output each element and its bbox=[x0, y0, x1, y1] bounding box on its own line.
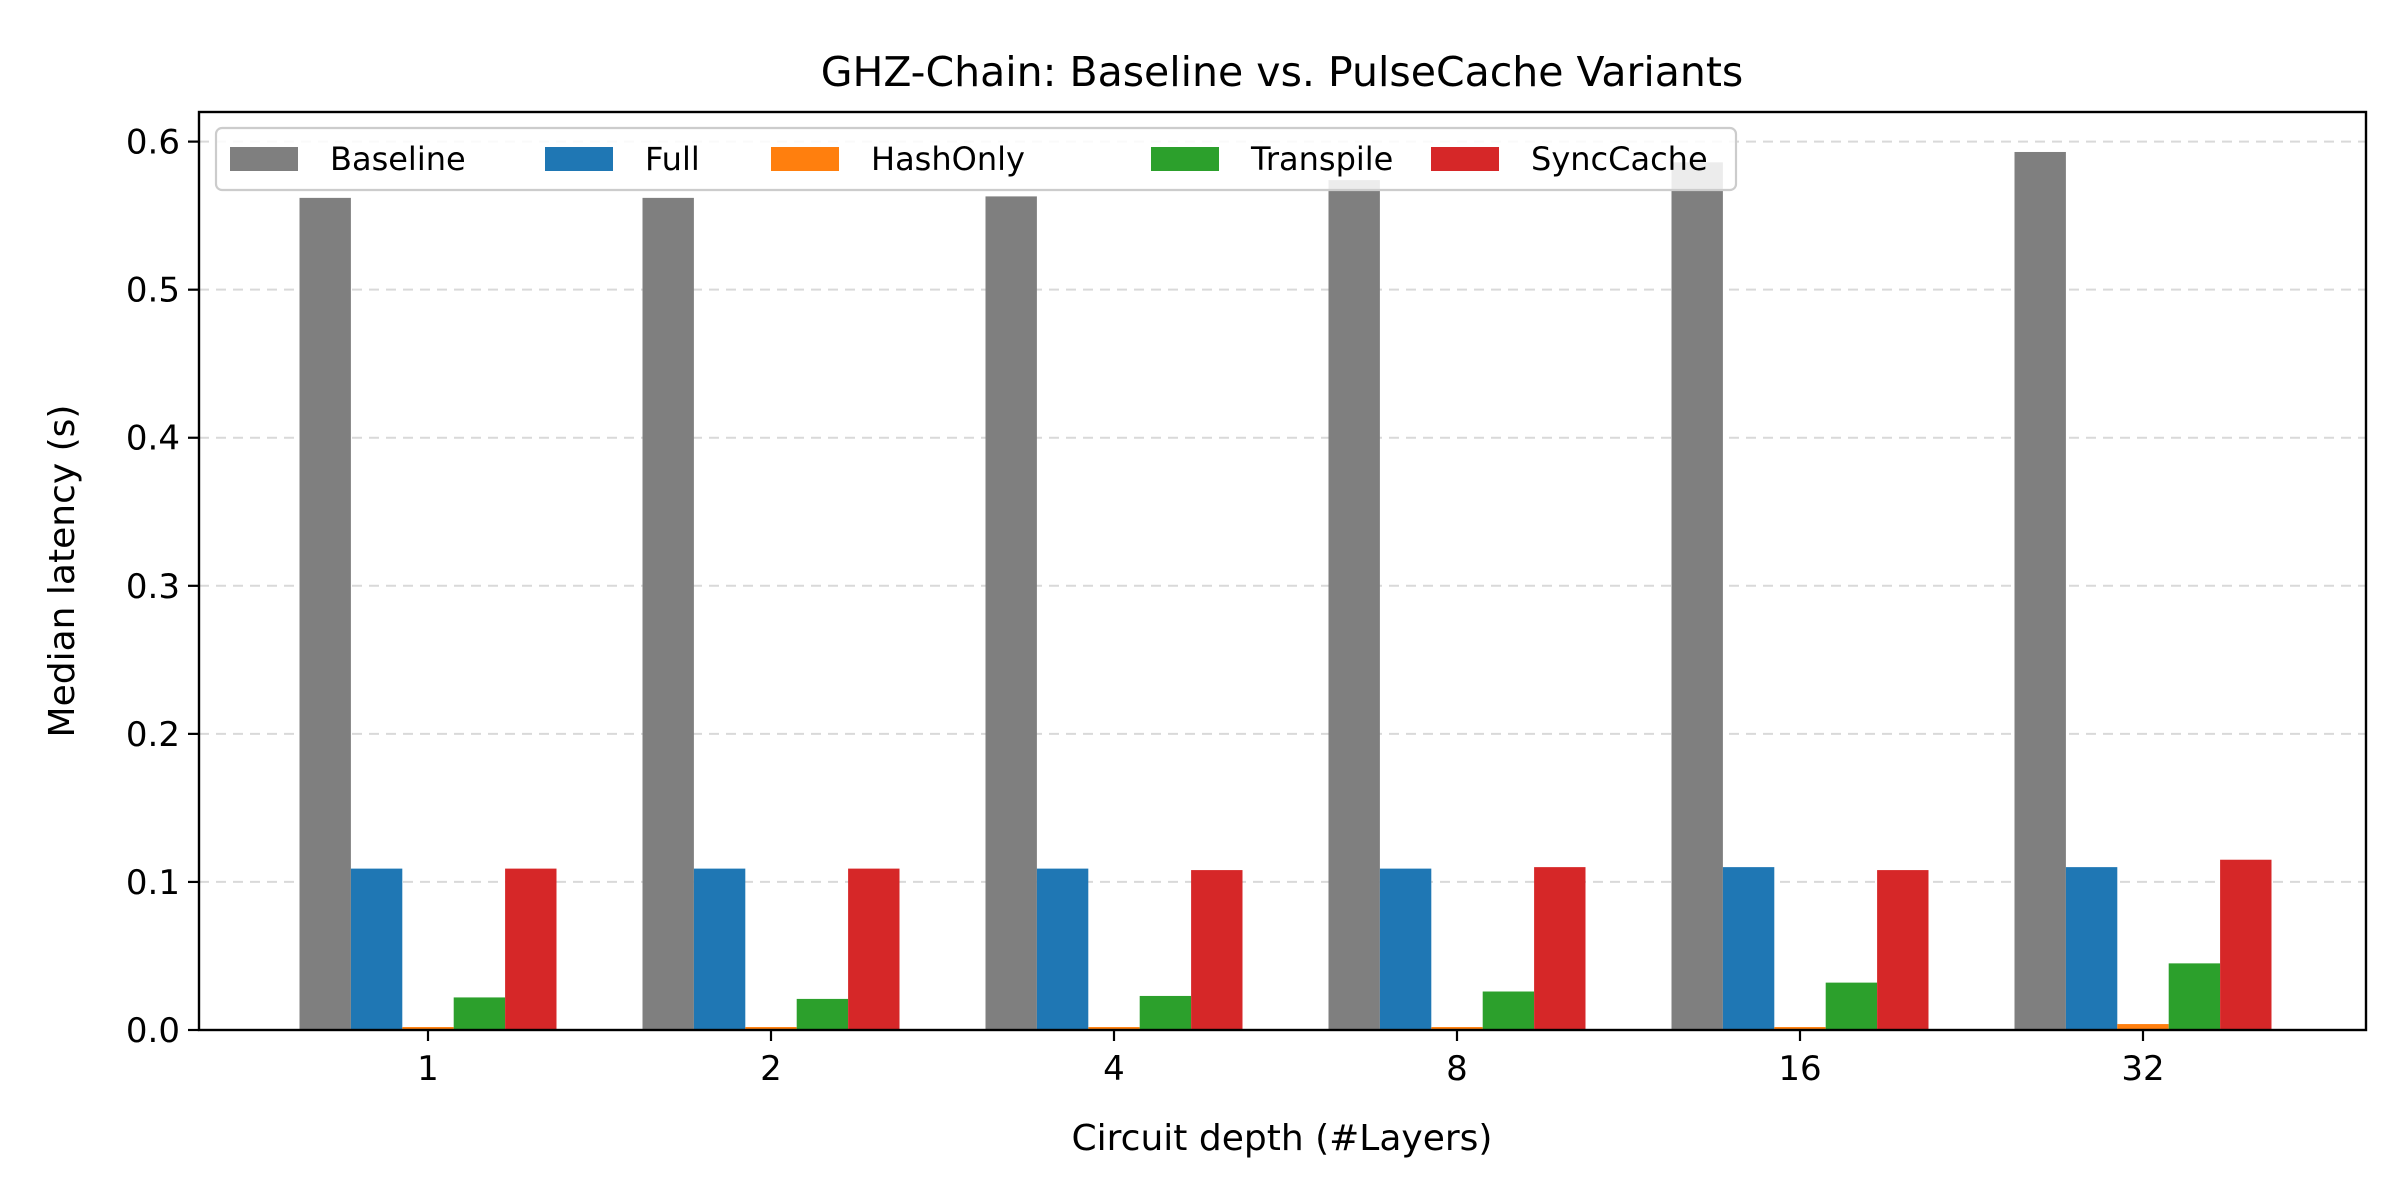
legend-swatch-baseline bbox=[230, 147, 298, 171]
bar-synccache-2 bbox=[848, 868, 900, 1030]
bar-hashonly-16 bbox=[1774, 1027, 1826, 1030]
x-axis-ticks: 1 2 4 8 16 32 bbox=[417, 1030, 2165, 1089]
legend-swatch-full bbox=[545, 147, 613, 171]
y-tick-label: 0.1 bbox=[126, 863, 180, 903]
bar-transpile-4 bbox=[1139, 995, 1192, 1030]
bar-hashonly-8 bbox=[1431, 1027, 1483, 1030]
x-tick-label: 32 bbox=[2121, 1049, 2164, 1089]
bar-synccache-4 bbox=[1191, 870, 1243, 1030]
x-axis-label: Circuit depth (#Layers) bbox=[1072, 1118, 1493, 1159]
y-axis-label: Median latency (s) bbox=[42, 405, 83, 738]
bar-hashonly-32 bbox=[2117, 1024, 2169, 1030]
bar-synccache-1 bbox=[505, 868, 557, 1030]
y-tick-label: 0.2 bbox=[126, 715, 180, 755]
bar-transpile-1 bbox=[453, 997, 506, 1030]
x-tick-label: 4 bbox=[1103, 1049, 1125, 1089]
bar-full-16 bbox=[1722, 867, 1775, 1030]
bar-synccache-16 bbox=[1877, 870, 1929, 1030]
legend-box bbox=[214, 126, 1738, 192]
bar-transpile-32 bbox=[2168, 963, 2221, 1030]
bar-hashonly-2 bbox=[745, 1027, 797, 1030]
bar-baseline-8 bbox=[1328, 180, 1380, 1030]
legend-swatch-synccache bbox=[1431, 147, 1499, 171]
bar-hashonly-1 bbox=[402, 1027, 454, 1030]
bar-full-32 bbox=[2065, 867, 2118, 1030]
bar-hashonly-4 bbox=[1088, 1027, 1140, 1030]
bar-full-2 bbox=[693, 868, 746, 1030]
legend-label-full: Full bbox=[645, 140, 700, 178]
bar-baseline-32 bbox=[2014, 151, 2066, 1030]
bar-synccache-32 bbox=[2220, 859, 2272, 1030]
x-tick-label: 2 bbox=[760, 1049, 782, 1089]
bar-full-1 bbox=[350, 868, 403, 1030]
x-tick-label: 1 bbox=[417, 1049, 439, 1089]
bar-transpile-2 bbox=[796, 998, 849, 1030]
legend-swatch-transpile bbox=[1151, 147, 1219, 171]
bar-synccache-8 bbox=[1534, 867, 1586, 1030]
x-tick-label: 8 bbox=[1446, 1049, 1468, 1089]
legend-label-transpile: Transpile bbox=[1250, 140, 1393, 178]
bar-transpile-8 bbox=[1482, 991, 1535, 1030]
y-axis-ticks: 0.0 0.1 0.2 0.3 0.4 0.5 0.6 bbox=[126, 123, 199, 1051]
y-tick-label: 0.4 bbox=[126, 419, 180, 459]
y-tick-label: 0.5 bbox=[126, 271, 180, 311]
bar-baseline-16 bbox=[1671, 162, 1723, 1031]
bar-baseline-4 bbox=[985, 196, 1037, 1030]
legend: Baseline Full HashOnly Transpile SyncCache bbox=[214, 126, 1738, 192]
bar-baseline-1 bbox=[299, 197, 351, 1030]
legend-label-synccache: SyncCache bbox=[1531, 140, 1708, 178]
legend-swatch-hashonly bbox=[771, 147, 839, 171]
bar-transpile-16 bbox=[1825, 982, 1878, 1030]
bars bbox=[299, 151, 2272, 1031]
plot-frame bbox=[197, 110, 2368, 1032]
bar-baseline-2 bbox=[642, 197, 694, 1030]
y-tick-label: 0.6 bbox=[126, 123, 180, 163]
x-tick-label: 16 bbox=[1778, 1049, 1821, 1089]
legend-label-baseline: Baseline bbox=[330, 140, 466, 178]
legend-label-hashonly: HashOnly bbox=[871, 140, 1025, 178]
bar-full-8 bbox=[1379, 868, 1432, 1030]
bar-full-4 bbox=[1036, 868, 1089, 1030]
chart-title: GHZ-Chain: Baseline vs. PulseCache Varia… bbox=[821, 48, 1744, 96]
y-tick-label: 0.3 bbox=[126, 567, 180, 607]
y-tick-label: 0.0 bbox=[126, 1011, 180, 1051]
